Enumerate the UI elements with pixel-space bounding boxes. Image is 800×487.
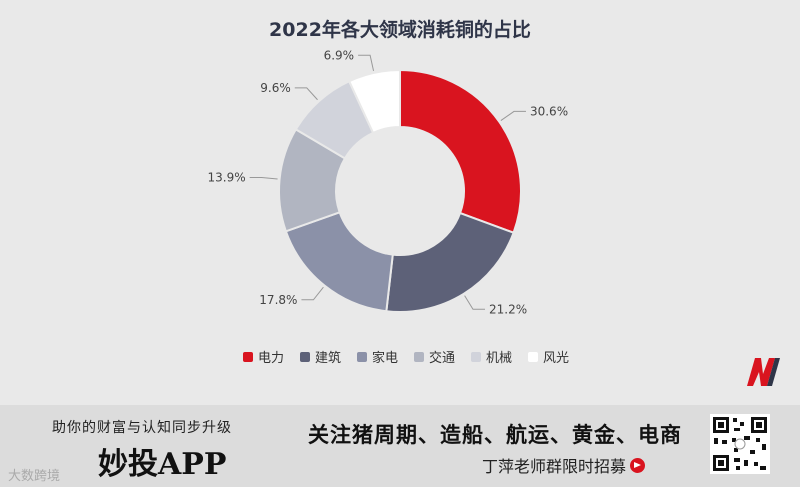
legend-swatch-3[interactable] <box>357 352 367 362</box>
donut-slice-2 <box>385 211 515 313</box>
label-leader-line-3 <box>301 286 324 301</box>
data-label-2: 21.2% <box>489 302 527 316</box>
watermark-text: 大数跨境 <box>8 469 61 484</box>
legend-swatch-2[interactable] <box>300 352 310 362</box>
label-leader-line-1 <box>500 110 526 122</box>
legend-label-6[interactable]: 风光 <box>543 351 569 366</box>
legend-swatch-6[interactable] <box>528 352 538 362</box>
chart-title: 2022年各大领域消耗铜的占比 <box>269 18 531 41</box>
legend-label-2[interactable]: 建筑 <box>315 350 341 366</box>
legend-label-4[interactable]: 交通 <box>429 350 455 366</box>
data-label-5: 9.6% <box>260 81 291 95</box>
donut-slice-1 <box>399 68 522 234</box>
arrow-right-circle-icon <box>630 457 646 473</box>
label-leader-line-4 <box>249 176 278 180</box>
legend-swatch-4[interactable] <box>414 352 424 362</box>
legend-swatch-1[interactable] <box>243 352 253 362</box>
label-leader-line-2 <box>464 295 485 310</box>
legend-label-5[interactable]: 机械 <box>486 351 512 366</box>
qr-code-icon[interactable] <box>710 414 770 474</box>
m-logo-icon <box>747 358 780 386</box>
data-label-3: 17.8% <box>259 293 297 307</box>
slogan-text: 助你的财富与认知同步升级 <box>52 420 232 436</box>
legend-label-1[interactable]: 电力 <box>258 351 284 366</box>
legend-swatch-5[interactable] <box>471 352 481 362</box>
legend-label-3[interactable]: 家电 <box>372 350 398 366</box>
app-name: 妙投APP <box>98 447 227 482</box>
label-leader-line-5 <box>294 87 318 101</box>
recruit-text: 丁萍老师群限时招募 <box>482 457 627 476</box>
donut-slice-3 <box>284 211 394 313</box>
promo-headline: 关注猪周期、造船、航运、黄金、电商 <box>308 423 682 447</box>
promo-footer: 助你的财富与认知同步升级 妙投APP 大数跨境 关注猪周期、造船、航运、黄金、电… <box>0 405 800 487</box>
label-leader-line-6 <box>358 54 375 71</box>
donut-slice-6 <box>347 68 401 135</box>
data-label-4: 13.9% <box>208 170 246 184</box>
data-label-6: 6.9% <box>324 48 355 62</box>
recruit-link[interactable]: 丁萍老师群限时招募 <box>482 453 646 477</box>
data-label-1: 30.6% <box>530 104 568 118</box>
donut-chart: 2022年各大领域消耗铜的占比 30.6% 21.2% 17.8% 13.9% 9.6%… <box>208 18 569 366</box>
